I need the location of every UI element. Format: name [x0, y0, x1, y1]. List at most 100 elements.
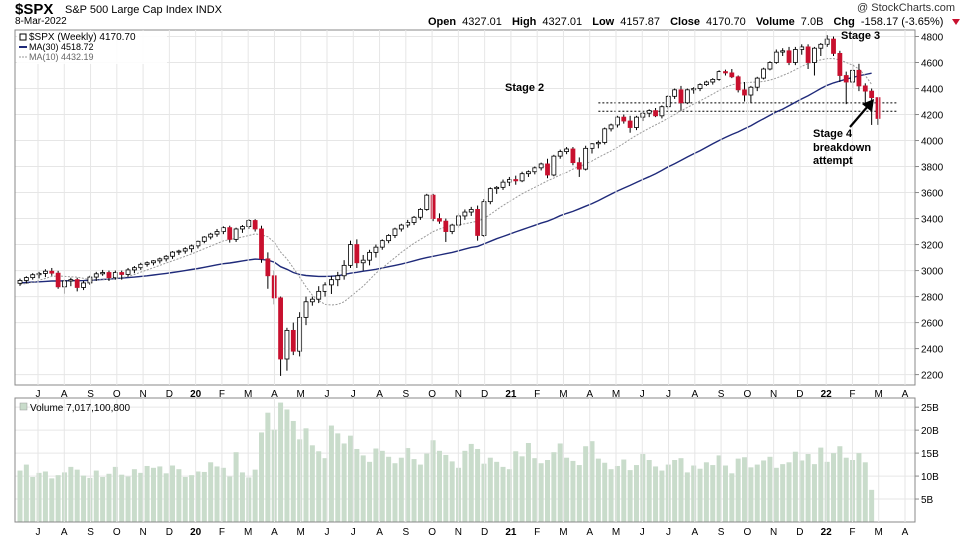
- volume-bar: [545, 460, 551, 522]
- candle: [538, 162, 544, 171]
- candle-body: [564, 148, 569, 152]
- time-tick-label: A: [586, 389, 593, 400]
- volume-bar: [653, 466, 659, 522]
- candle: [74, 277, 80, 292]
- time-tick-label: A: [902, 527, 909, 538]
- volume-bar: [55, 475, 61, 522]
- volume-bar: [373, 448, 379, 522]
- ma10-line: [19, 58, 873, 306]
- time-tick-label: S: [718, 527, 725, 538]
- volume-bar: [818, 447, 824, 522]
- candle-body: [386, 235, 392, 242]
- candle: [735, 75, 741, 93]
- time-tick-label: M: [559, 527, 567, 538]
- candle-body: [246, 220, 252, 228]
- volume-bar: [500, 466, 506, 522]
- volume-bar: [710, 465, 716, 522]
- candle: [303, 296, 309, 326]
- candle-body: [862, 85, 868, 92]
- copyright: @ StockCharts.com: [857, 2, 955, 14]
- time-tick-label: F: [849, 527, 855, 538]
- candle: [602, 127, 608, 145]
- volume-bars: [17, 402, 875, 522]
- volume-bar: [678, 458, 684, 522]
- volume-bar: [189, 475, 195, 522]
- candle-body: [869, 90, 875, 99]
- candle-body: [290, 329, 296, 352]
- volume-bar: [773, 467, 779, 522]
- candle: [189, 244, 195, 253]
- candle-body: [329, 279, 334, 286]
- volume-bar: [869, 489, 875, 522]
- candle: [570, 147, 576, 166]
- candle: [678, 85, 684, 111]
- price-tick-label: 2400: [921, 345, 944, 356]
- price-tick-label: 4000: [921, 137, 944, 148]
- candle-body: [608, 124, 614, 130]
- candle-body: [398, 224, 404, 230]
- high-label: High: [511, 16, 537, 28]
- volume-bar: [125, 476, 131, 522]
- time-tick-label: M: [875, 527, 883, 538]
- candle-body: [837, 53, 843, 76]
- candle-body: [443, 220, 449, 232]
- candle: [208, 232, 214, 240]
- volume-bar: [214, 466, 220, 522]
- candle: [513, 175, 519, 185]
- candle-body: [259, 228, 264, 260]
- candle: [462, 209, 468, 220]
- candle-body: [773, 51, 779, 63]
- candle-body: [131, 267, 137, 271]
- low-value: 4157.87: [620, 16, 660, 28]
- index-name: S&P 500 Large Cap Index INDX: [65, 4, 222, 16]
- volume-bar: [170, 465, 176, 522]
- volume-bar: [481, 463, 487, 522]
- candle-body: [646, 110, 652, 114]
- candle-body: [704, 81, 709, 86]
- candle: [386, 234, 392, 244]
- candle-body: [220, 227, 226, 232]
- time-tick-label: A: [691, 389, 698, 400]
- volume-bar: [805, 454, 811, 522]
- candle-body: [68, 279, 74, 282]
- candle: [227, 225, 233, 243]
- candle: [30, 273, 36, 280]
- time-tick-label: A: [376, 389, 383, 400]
- volume-bar: [17, 470, 23, 522]
- volume-bar: [386, 456, 392, 522]
- volume-bar: [525, 443, 531, 522]
- volume-bar: [93, 470, 99, 522]
- index-full-name: S&P 500 Large Cap Index: [65, 4, 193, 16]
- candle: [583, 145, 589, 171]
- volume-bar: [322, 458, 328, 522]
- volume-bar: [23, 464, 29, 522]
- candle-body: [538, 163, 544, 169]
- candle: [290, 322, 296, 356]
- time-tick-label: N: [139, 389, 146, 400]
- candle: [526, 170, 531, 177]
- exchange-code: INDX: [195, 4, 222, 16]
- candle: [856, 63, 862, 92]
- candle: [742, 82, 747, 102]
- time-tick-label: 20: [190, 389, 202, 400]
- candle: [691, 87, 697, 94]
- candle: [646, 109, 652, 118]
- legend-price: $SPX (Weekly) 4170.70: [29, 32, 136, 43]
- candle-body: [475, 209, 481, 236]
- volume-tick-label: 15B: [921, 449, 939, 460]
- volume-bar: [176, 469, 182, 522]
- candle-body: [716, 71, 722, 80]
- candle: [322, 282, 328, 297]
- time-tick-label: F: [534, 527, 540, 538]
- time-tick-label: 21: [505, 389, 517, 400]
- candle-body: [729, 72, 735, 78]
- candle-body: [621, 116, 627, 122]
- candle: [615, 115, 620, 128]
- volume-bar: [201, 471, 207, 522]
- candle: [767, 61, 773, 71]
- time-tick-label: M: [875, 389, 883, 400]
- time-tick-label: S: [718, 389, 725, 400]
- candle-body: [735, 76, 741, 91]
- candle: [220, 226, 226, 235]
- candle-body: [170, 251, 175, 257]
